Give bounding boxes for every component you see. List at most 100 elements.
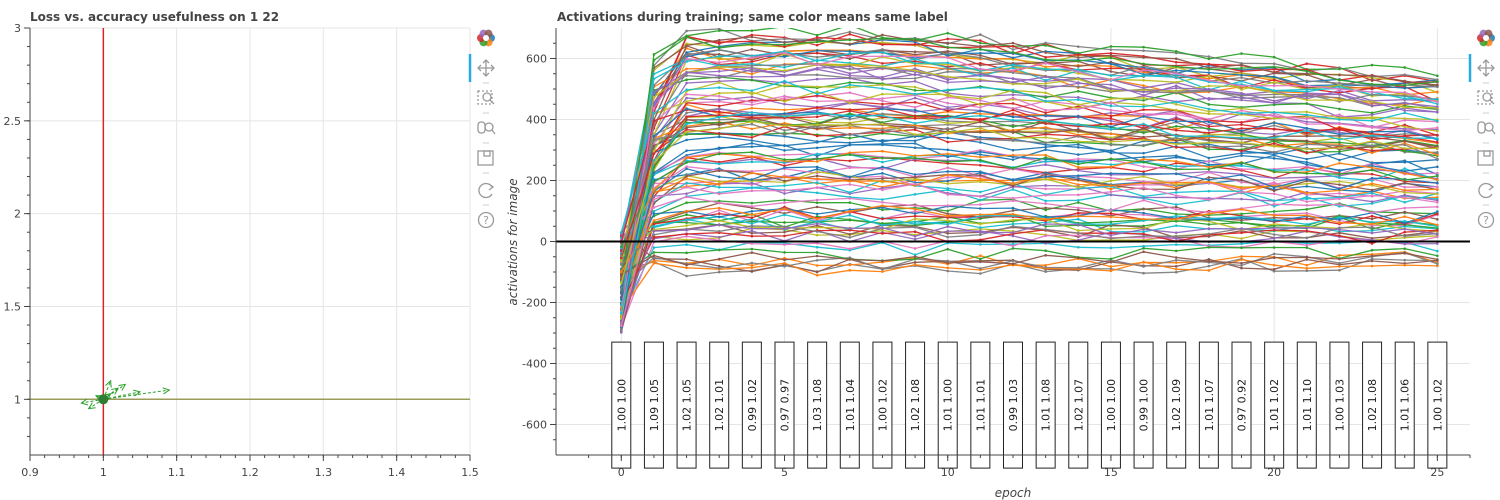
activation-series[interactable]: [620, 142, 1438, 294]
activation-series[interactable]: [620, 167, 1438, 270]
activation-point: [1076, 85, 1080, 88]
activation-series[interactable]: [620, 94, 1438, 252]
activation-series[interactable]: [620, 149, 1438, 254]
activation-series[interactable]: [620, 151, 1438, 247]
activation-point: [652, 209, 656, 213]
activation-point: [913, 106, 917, 109]
activation-series[interactable]: [620, 198, 1438, 240]
activation-series[interactable]: [620, 81, 1438, 319]
activation-series[interactable]: [620, 41, 1438, 307]
usefulness-arrowhead: [111, 387, 119, 395]
activation-series[interactable]: [620, 222, 1438, 323]
pan-icon[interactable]: [1468, 54, 1495, 82]
left-toolbar[interactable]: ?: [468, 29, 496, 229]
activation-series[interactable]: [620, 125, 1438, 311]
activation-point: [1403, 117, 1407, 120]
activation-series-group[interactable]: [619, 24, 1439, 334]
activation-series[interactable]: [620, 217, 1438, 259]
wheel-zoom-icon[interactable]: [1477, 121, 1496, 135]
activation-point: [1011, 82, 1015, 86]
save-icon[interactable]: [1477, 150, 1494, 166]
activation-series[interactable]: [620, 153, 1438, 321]
activation-series[interactable]: [620, 117, 1438, 280]
activation-series[interactable]: [620, 33, 1438, 274]
box-zoom-handle: [1489, 99, 1495, 105]
activation-series[interactable]: [620, 206, 1438, 327]
activation-series[interactable]: [620, 103, 1438, 318]
activation-series[interactable]: [620, 123, 1438, 257]
activation-point: [750, 29, 754, 32]
pan-icon[interactable]: [468, 54, 495, 82]
activation-series[interactable]: [620, 34, 1438, 298]
activation-point: [1240, 112, 1243, 115]
activation-point: [1044, 156, 1047, 159]
activation-series[interactable]: [620, 91, 1438, 294]
activation-series[interactable]: [620, 171, 1438, 325]
left-plot[interactable]: [30, 28, 470, 455]
activation-point: [1109, 48, 1113, 51]
activation-series[interactable]: [620, 166, 1438, 300]
activation-series[interactable]: [620, 107, 1438, 328]
activation-series[interactable]: [620, 93, 1438, 323]
activation-series[interactable]: [620, 240, 1438, 317]
activation-series[interactable]: [620, 205, 1438, 288]
activation-series[interactable]: [620, 80, 1438, 233]
activation-series[interactable]: [620, 76, 1438, 293]
activation-point: [1272, 246, 1276, 249]
activation-series[interactable]: [620, 112, 1438, 321]
activation-series[interactable]: [620, 131, 1438, 275]
reset-icon[interactable]: [1478, 182, 1495, 199]
activation-series[interactable]: [620, 65, 1438, 333]
activation-point: [1011, 179, 1015, 182]
activation-series[interactable]: [620, 251, 1438, 276]
activation-series[interactable]: [620, 156, 1438, 270]
activation-series[interactable]: [620, 150, 1438, 257]
activation-series[interactable]: [620, 36, 1438, 284]
activation-point: [1207, 71, 1211, 74]
activation-series[interactable]: [620, 121, 1438, 329]
activation-series[interactable]: [620, 196, 1438, 241]
activation-series[interactable]: [620, 229, 1438, 305]
activation-point: [815, 230, 819, 233]
activation-point: [1305, 113, 1309, 117]
help-icon[interactable]: ?: [477, 211, 495, 229]
save-label: [483, 150, 491, 157]
reset-icon[interactable]: [478, 182, 495, 199]
activation-series[interactable]: [621, 229, 1438, 245]
activation-series[interactable]: [620, 52, 1438, 312]
activation-series[interactable]: [620, 174, 1438, 316]
activation-series[interactable]: [620, 36, 1438, 318]
activation-series[interactable]: [620, 96, 1438, 250]
save-icon[interactable]: [477, 150, 494, 166]
box-zoom-icon[interactable]: [477, 90, 495, 105]
activation-series[interactable]: [620, 106, 1438, 243]
activation-series[interactable]: [620, 49, 1438, 281]
activation-series[interactable]: [620, 182, 1438, 234]
activation-series[interactable]: [620, 183, 1438, 326]
activation-series[interactable]: [620, 133, 1438, 255]
activation-series[interactable]: [620, 157, 1438, 332]
wheel-zoom-icon[interactable]: [477, 121, 496, 135]
box-zoom-icon[interactable]: [1477, 90, 1495, 105]
right-plot[interactable]: [556, 24, 1470, 334]
activation-point: [717, 135, 721, 139]
activation-series[interactable]: [620, 246, 1438, 276]
activation-series[interactable]: [620, 120, 1438, 284]
activation-series[interactable]: [620, 92, 1438, 237]
activation-series[interactable]: [620, 172, 1438, 308]
activation-series[interactable]: [620, 251, 1438, 289]
activation-series[interactable]: [620, 111, 1438, 314]
activation-series[interactable]: [620, 63, 1438, 325]
activation-series[interactable]: [620, 25, 1438, 330]
activation-series[interactable]: [620, 166, 1438, 241]
activation-series[interactable]: [620, 258, 1438, 312]
activation-series[interactable]: [620, 45, 1438, 278]
activation-series[interactable]: [620, 179, 1438, 309]
activation-point: [1044, 145, 1047, 149]
activation-series[interactable]: [620, 63, 1438, 259]
activation-point: [1174, 154, 1178, 157]
right-toolbar[interactable]: ?: [1468, 29, 1496, 229]
help-icon[interactable]: ?: [1477, 211, 1495, 229]
activation-series[interactable]: [620, 205, 1438, 273]
activation-point: [1044, 215, 1047, 219]
